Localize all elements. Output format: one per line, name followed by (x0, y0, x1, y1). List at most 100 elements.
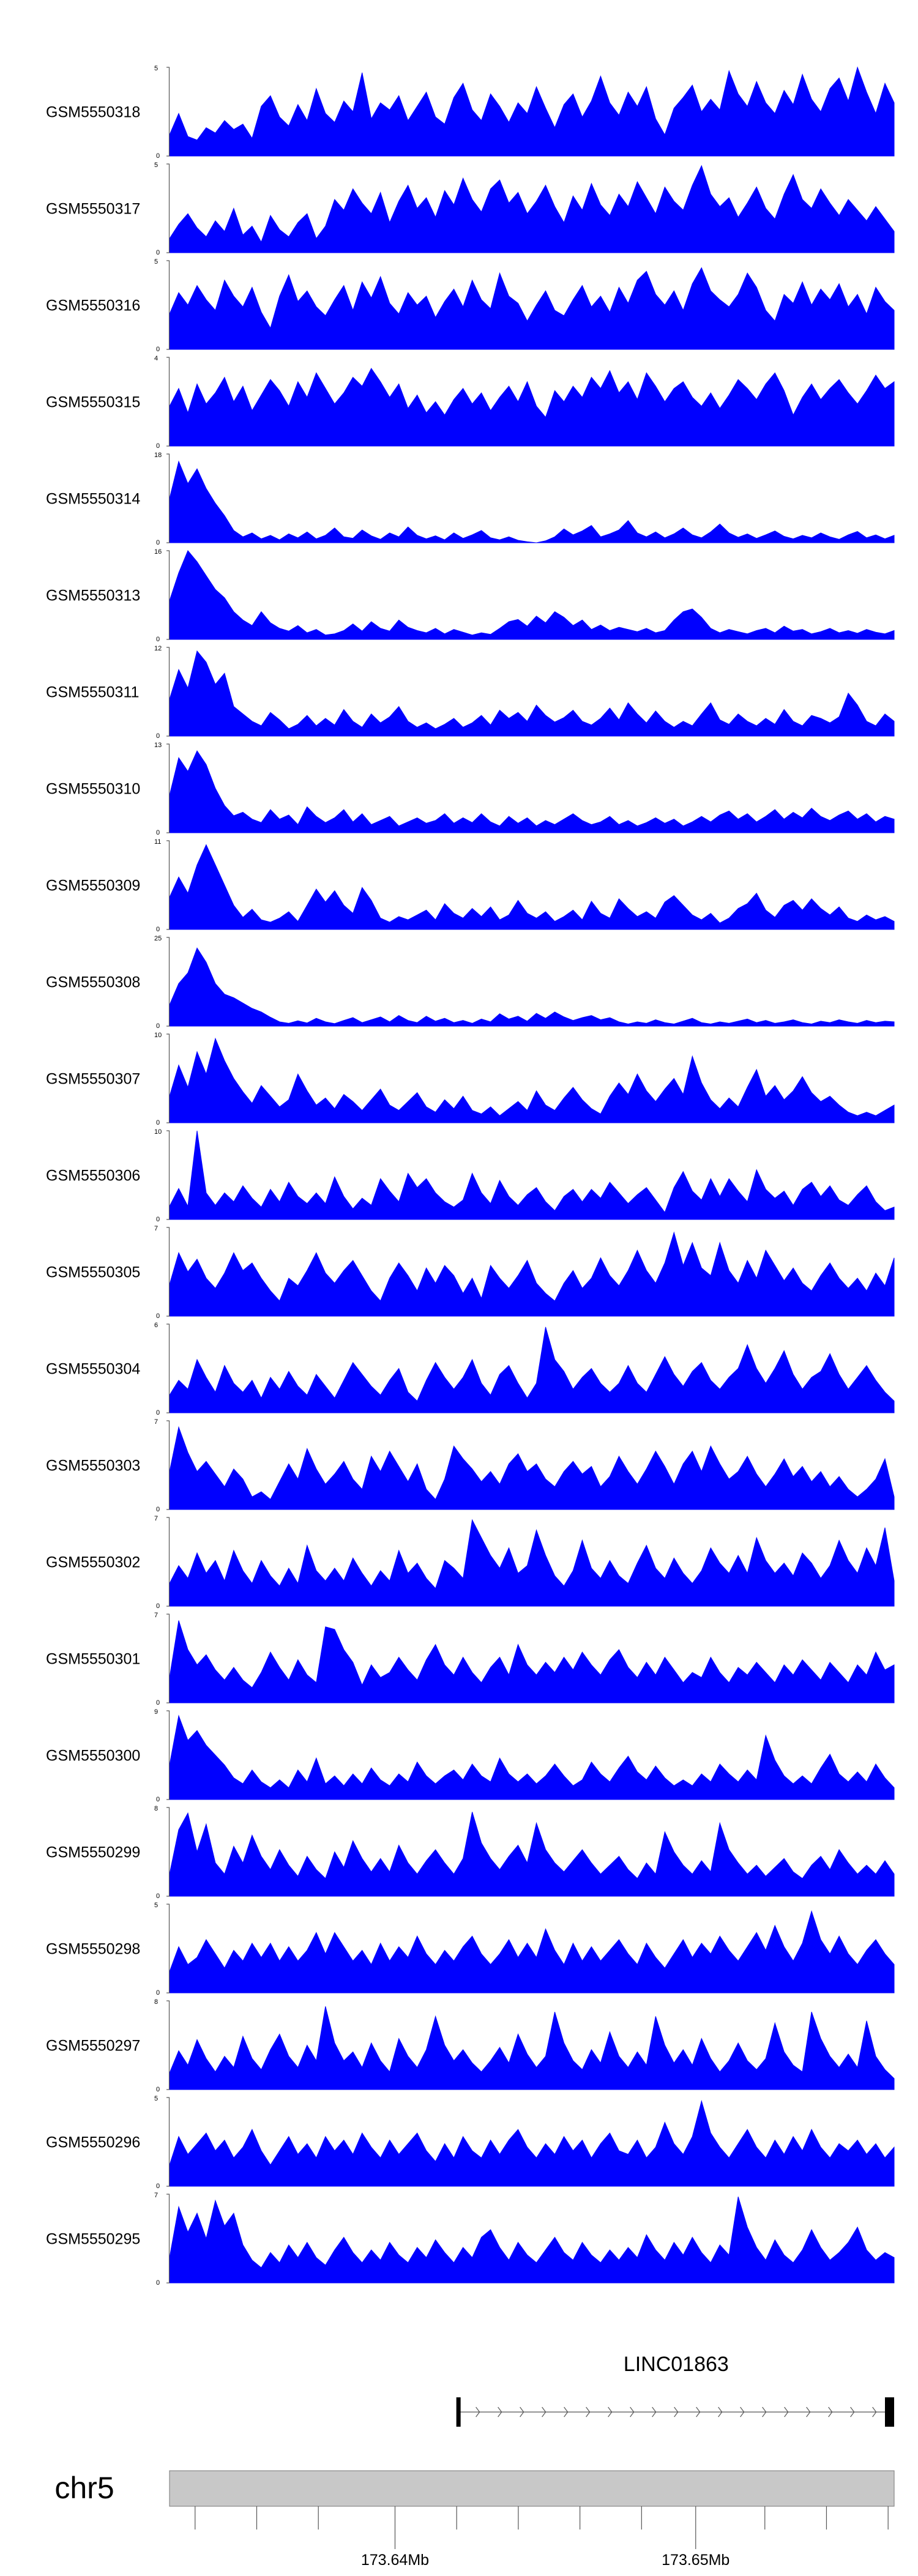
track-GSM5550304: 6 0 GSM5550304 (46, 1322, 895, 1416)
track-GSM5550310: 13 0 GSM5550310 (46, 742, 895, 836)
y-tick-label-min: 0 (156, 2086, 160, 2093)
ideogram-track: chr5 (54, 2470, 895, 2507)
strand-arrow (718, 2407, 723, 2418)
coverage-area (169, 947, 895, 1027)
track-GSM5550302: 7 0 GSM5550302 (46, 1515, 895, 1610)
y-tick-label-max: 4 (154, 355, 158, 362)
track-label: GSM5550311 (46, 684, 139, 701)
y-tick-label-max: 16 (154, 548, 162, 556)
y-tick-label-max: 8 (154, 1805, 158, 1812)
strand-arrow (520, 2407, 524, 2418)
track-label: GSM5550297 (46, 2038, 140, 2055)
track-GSM5550313: 16 0 GSM5550313 (46, 548, 895, 643)
strand-arrow (740, 2407, 745, 2418)
y-tick-label-max: 7 (154, 2192, 158, 2199)
y-tick-label-max: 5 (154, 162, 158, 169)
chromosome-band (169, 2470, 895, 2507)
track-label: GSM5550316 (46, 297, 140, 315)
track-GSM5550298: 5 0 GSM5550298 (46, 1902, 895, 1997)
coverage-area (169, 1620, 895, 1703)
y-tick-label-min: 0 (156, 829, 160, 836)
track-label: GSM5550301 (46, 1651, 140, 1668)
y-tick-label-min: 0 (156, 1409, 160, 1416)
coverage-area (169, 1037, 895, 1123)
y-tick-label-max: 25 (154, 935, 162, 942)
y-tick-label-min: 0 (156, 732, 160, 740)
coverage-area (169, 1130, 895, 1220)
coverage-area (169, 550, 895, 640)
y-tick-label-max: 5 (154, 2095, 158, 2102)
y-tick-label-max: 13 (154, 742, 162, 749)
strand-arrow (608, 2407, 613, 2418)
gene-exon (885, 2397, 894, 2427)
track-label: GSM5550299 (46, 1844, 140, 1861)
y-tick-label-max: 8 (154, 1998, 158, 2006)
strand-arrow (696, 2407, 701, 2418)
track-label: GSM5550318 (46, 104, 140, 121)
coverage-area (169, 1426, 895, 1510)
track-GSM5550306: 10 0 GSM5550306 (46, 1128, 895, 1223)
y-tick-label-min: 0 (156, 1506, 160, 1513)
y-tick-label-max: 5 (154, 1902, 158, 1909)
strand-arrow (630, 2407, 635, 2418)
y-tick-label-max: 9 (154, 1708, 158, 1716)
y-tick-label-min: 0 (156, 1216, 160, 1223)
track-label: GSM5550295 (46, 2231, 140, 2248)
y-tick-label-min: 0 (156, 2183, 160, 2190)
coverage-area (169, 650, 895, 737)
coverage-area (169, 267, 895, 350)
track-label: GSM5550310 (46, 781, 140, 798)
track-label: GSM5550309 (46, 877, 140, 895)
track-GSM5550315: 4 0 GSM5550315 (46, 355, 895, 450)
track-label: GSM5550308 (46, 974, 140, 991)
coverage-area (169, 1812, 895, 1897)
y-tick-label-max: 12 (154, 645, 162, 652)
strand-arrow (564, 2407, 569, 2418)
coverage-area (169, 1519, 895, 1607)
track-label: GSM5550307 (46, 1071, 140, 1088)
strand-arrow (542, 2407, 547, 2418)
track-label: GSM5550305 (46, 1264, 140, 1281)
strand-arrow (674, 2407, 679, 2418)
strand-arrow (828, 2407, 833, 2418)
coverage-area (169, 750, 895, 833)
coverage-area (169, 844, 895, 930)
track-GSM5550305: 7 0 GSM5550305 (46, 1225, 895, 1320)
y-tick-label-min: 0 (156, 1989, 160, 1997)
y-tick-label-min: 0 (156, 539, 160, 546)
strand-arrow (850, 2407, 855, 2418)
coverage-area (169, 1714, 895, 1800)
strand-arrow (498, 2407, 502, 2418)
y-tick-label-max: 7 (154, 1225, 158, 1232)
y-tick-label-max: 11 (154, 838, 161, 846)
strand-arrow (762, 2407, 767, 2418)
gene-track: LINC01863 (456, 2353, 894, 2427)
y-tick-label-min: 0 (156, 1603, 160, 1610)
coverage-area (169, 1231, 895, 1317)
track-label: GSM5550298 (46, 1941, 140, 1958)
y-tick-label-min: 0 (156, 152, 160, 160)
y-tick-label-max: 7 (154, 1515, 158, 1522)
track-label: GSM5550303 (46, 1457, 140, 1475)
track-GSM5550316: 5 0 GSM5550316 (46, 258, 895, 353)
y-tick-label-max: 10 (154, 1128, 162, 1136)
track-GSM5550295: 7 0 GSM5550295 (46, 2192, 895, 2287)
track-label: GSM5550300 (46, 1748, 140, 1765)
y-tick-label-min: 0 (156, 1796, 160, 1803)
strand-arrow (806, 2407, 811, 2418)
track-GSM5550300: 9 0 GSM5550300 (46, 1708, 895, 1803)
y-tick-label-min: 0 (156, 1699, 160, 1707)
y-tick-label-min: 0 (156, 442, 160, 450)
track-GSM5550297: 8 0 GSM5550297 (46, 1998, 895, 2093)
y-tick-label-max: 6 (154, 1322, 158, 1329)
coverage-area (169, 1910, 895, 1993)
strand-arrow (784, 2407, 789, 2418)
strand-arrow (586, 2407, 591, 2418)
track-GSM5550301: 7 0 GSM5550301 (46, 1612, 895, 1707)
track-label: GSM5550314 (46, 491, 140, 508)
y-tick-label-min: 0 (156, 249, 160, 256)
strand-arrow (476, 2407, 480, 2418)
track-GSM5550309: 11 0 GSM5550309 (46, 838, 895, 933)
track-label: GSM5550296 (46, 2134, 140, 2151)
